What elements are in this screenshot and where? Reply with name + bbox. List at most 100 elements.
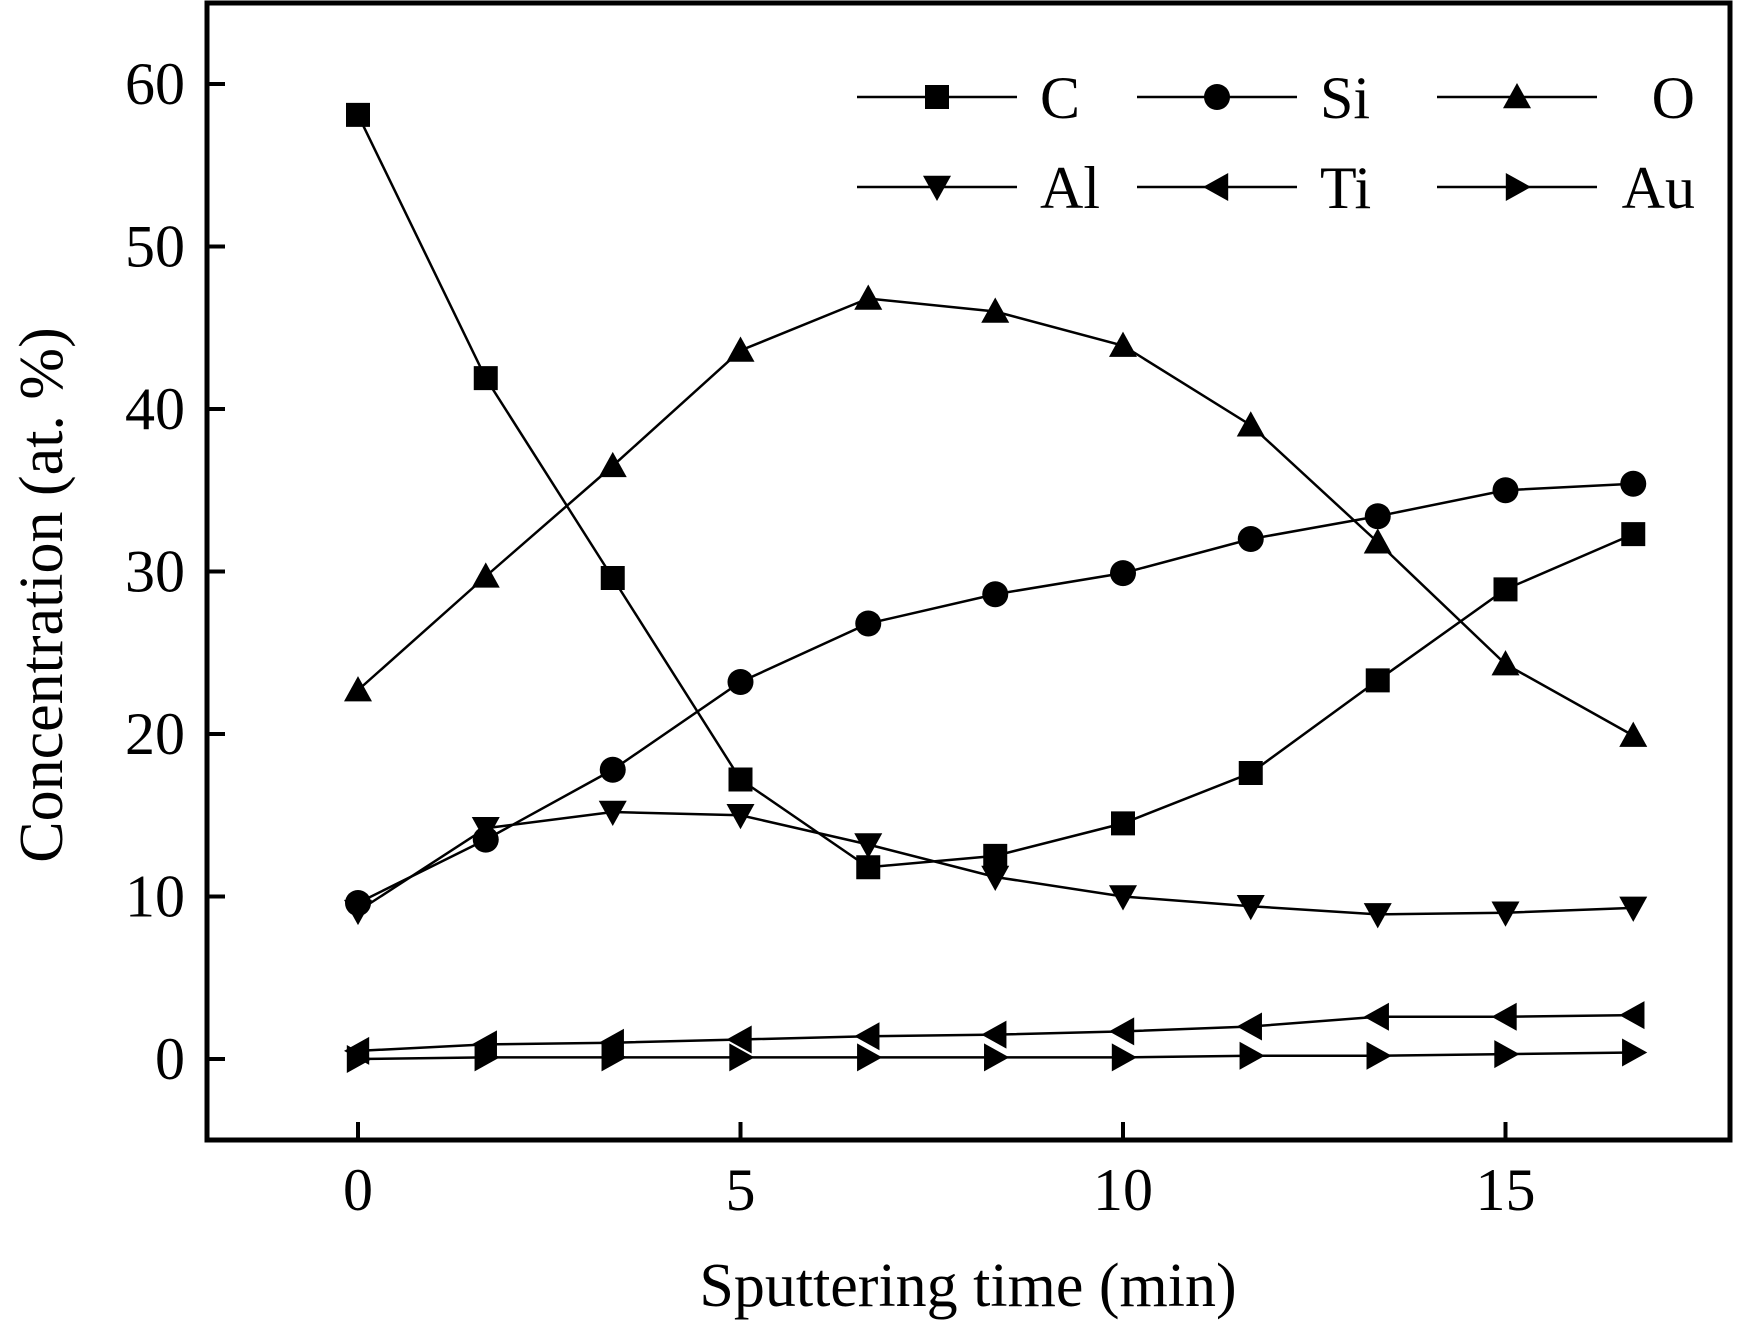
data-point-ti (1236, 1012, 1262, 1041)
series-o (344, 284, 1648, 747)
legend-marker-c (925, 85, 949, 109)
data-point-si (982, 581, 1009, 608)
legend-label-si: Si (1320, 65, 1370, 131)
data-point-c (856, 855, 881, 880)
legend-label-o: O (1652, 65, 1695, 131)
data-point-o (1363, 528, 1392, 554)
y-axis-label: Concentration (at. %) (8, 327, 76, 862)
data-point-ti (598, 1028, 624, 1057)
data-point-al (1619, 896, 1648, 922)
y-tick-label: 10 (125, 864, 185, 930)
data-point-au (346, 1045, 372, 1073)
data-point-al (1236, 895, 1265, 921)
x-axis-label: Sputtering time (min) (699, 1252, 1236, 1320)
data-point-au (1622, 1038, 1648, 1067)
y-tick-label: 30 (125, 539, 185, 605)
data-point-al (598, 800, 627, 826)
ticks-layer: 0 10 20 30 40 50 60 0 5 10 15 (125, 51, 1536, 1223)
data-point-ti (981, 1020, 1007, 1049)
legend-label-ti: Ti (1320, 155, 1371, 221)
data-point-ti (1363, 1002, 1389, 1031)
data-point-c (1621, 522, 1646, 547)
legend-label-c: C (1040, 65, 1080, 131)
data-point-si (1364, 503, 1391, 530)
data-point-c (1493, 577, 1518, 602)
data-point-ti (854, 1022, 880, 1051)
data-point-c (983, 843, 1008, 868)
data-point-au (857, 1043, 883, 1072)
data-point-al (344, 899, 372, 926)
data-point-o (1236, 411, 1265, 437)
legend: C Si O Al Ti Au (857, 65, 1695, 221)
y-tick-label: 20 (125, 701, 185, 767)
data-point-si (727, 669, 754, 695)
legend-marker-o (1503, 83, 1531, 109)
y-tick-label: 40 (125, 376, 185, 442)
data-point-o (1491, 650, 1520, 676)
data-point-ti (1109, 1017, 1135, 1046)
legend-entry-ti: Ti (1137, 155, 1371, 221)
data-point-si (1110, 560, 1136, 587)
data-point-o (344, 676, 372, 702)
data-point-c (600, 566, 625, 590)
series-c (346, 102, 1646, 880)
y-tick-label: 50 (125, 214, 185, 280)
x-tick-label: 10 (1093, 1157, 1153, 1223)
data-point-o (1619, 721, 1648, 747)
legend-entry-c: C (857, 65, 1080, 131)
data-point-o (1109, 331, 1137, 357)
legend-label-au: Au (1622, 155, 1695, 221)
x-tick-label: 0 (343, 1157, 373, 1223)
data-point-si (1237, 526, 1264, 552)
data-point-o (854, 284, 883, 310)
legend-label-al: Al (1040, 155, 1100, 221)
data-point-c (728, 767, 753, 792)
legend-marker-al (923, 175, 951, 201)
data-point-c (346, 102, 370, 127)
data-point-au (1111, 1043, 1137, 1072)
data-point-o (598, 451, 627, 478)
x-tick-label: 5 (726, 1157, 756, 1223)
data-point-al (1109, 885, 1137, 911)
data-point-au (601, 1043, 627, 1072)
data-point-si (1620, 470, 1647, 497)
series-si (345, 470, 1647, 916)
data-point-au (1239, 1041, 1265, 1070)
data-point-ti (471, 1030, 497, 1059)
data-point-al (1363, 903, 1392, 929)
data-point-o (726, 336, 755, 362)
data-point-si (855, 610, 882, 637)
legend-marker-au (1505, 173, 1531, 201)
data-point-si (599, 756, 626, 783)
y-tick-label: 60 (125, 51, 185, 117)
legend-entry-si: Si (1137, 65, 1370, 131)
series-ti (344, 1001, 1645, 1065)
data-point-al (854, 833, 883, 859)
data-point-c (1111, 811, 1135, 836)
legend-entry-o: O (1437, 65, 1695, 131)
data-point-ti (1619, 1001, 1645, 1030)
data-point-o (471, 562, 500, 588)
data-point-c (1238, 761, 1263, 785)
series-layer (344, 102, 1648, 1073)
series-au (346, 1038, 1648, 1073)
data-point-al (471, 817, 500, 843)
data-point-al (726, 804, 755, 830)
data-point-al (981, 865, 1010, 891)
data-point-ti (726, 1025, 752, 1054)
data-point-si (1492, 477, 1519, 504)
data-point-au (729, 1043, 755, 1072)
data-point-al (1491, 901, 1520, 927)
data-point-au (984, 1043, 1010, 1072)
y-tick-label: 0 (155, 1026, 185, 1092)
series-al (344, 800, 1648, 929)
data-point-c (1365, 668, 1390, 693)
x-tick-label: 15 (1476, 1157, 1536, 1223)
data-point-au (1366, 1041, 1392, 1070)
data-point-au (474, 1043, 500, 1072)
data-point-ti (1491, 1002, 1517, 1031)
data-point-o (981, 297, 1010, 323)
legend-entry-au: Au (1437, 155, 1695, 221)
